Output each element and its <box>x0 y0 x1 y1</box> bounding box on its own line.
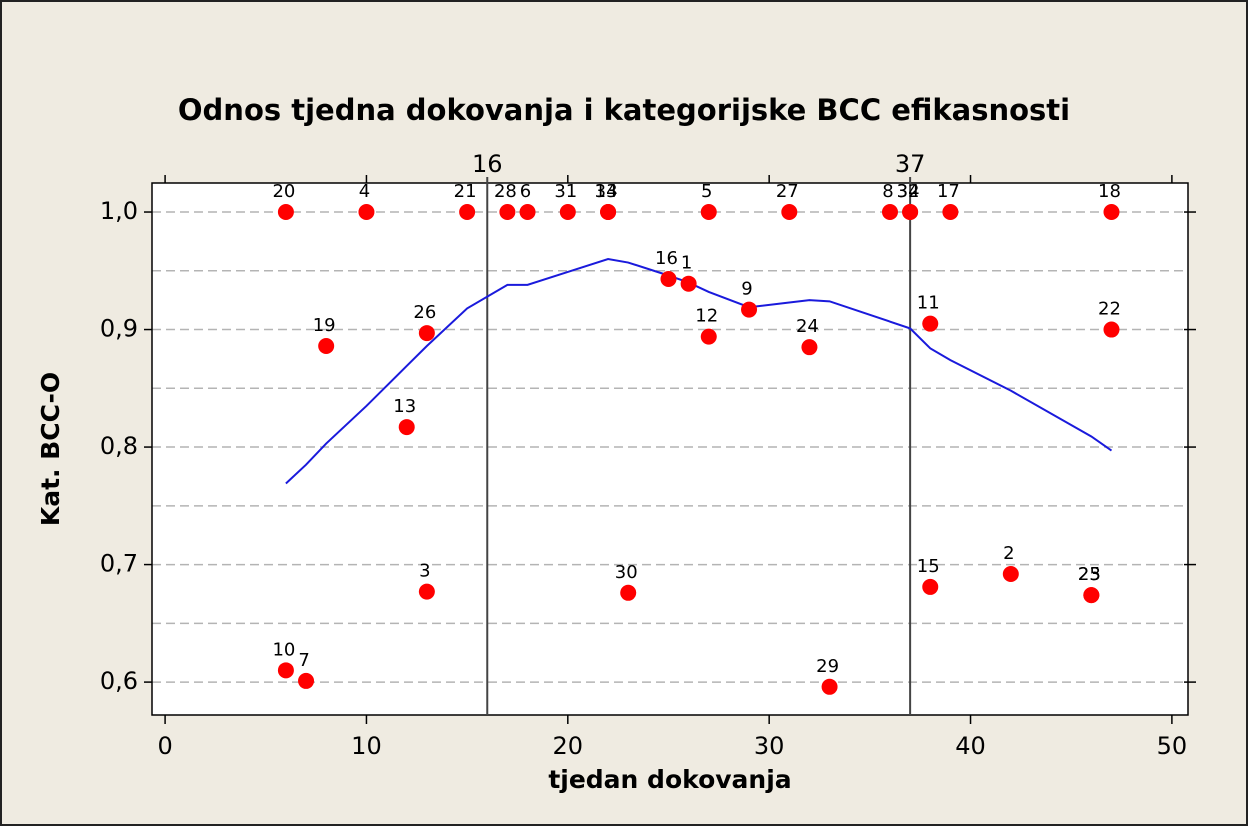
point <box>1103 321 1120 338</box>
point <box>821 678 838 695</box>
y-tick-label: 1,0 <box>100 197 138 225</box>
x-tick-label: 30 <box>754 732 785 760</box>
point <box>1103 204 1120 221</box>
point-label: 20 <box>272 181 295 202</box>
point <box>358 204 375 221</box>
point <box>277 204 294 221</box>
point <box>902 204 919 221</box>
x-tick-label: 0 <box>157 732 172 760</box>
point-label: 13 <box>393 396 416 417</box>
point-label: 6 <box>520 181 531 202</box>
point <box>660 271 677 288</box>
y-tick-label: 0,8 <box>100 432 138 460</box>
point-label: 3 <box>419 561 430 582</box>
point-label: 7 <box>298 650 309 671</box>
point-label: 26 <box>413 302 436 323</box>
point-label: 10 <box>272 639 295 660</box>
point <box>298 672 315 689</box>
reference-label: 16 <box>472 150 503 178</box>
plot-frame <box>151 182 1189 716</box>
point-label: 29 <box>816 656 839 677</box>
point <box>680 275 697 292</box>
point-label: 33 <box>595 181 618 202</box>
point <box>620 584 637 601</box>
point <box>922 578 939 595</box>
y-tick-label: 0,7 <box>100 550 138 578</box>
point-label: 5 <box>701 181 712 202</box>
point-label: 15 <box>917 556 940 577</box>
point <box>418 583 435 600</box>
point <box>881 204 898 221</box>
point <box>277 662 294 679</box>
point <box>1002 565 1019 582</box>
point <box>801 339 818 356</box>
point-label: 24 <box>796 316 819 337</box>
point-label: 19 <box>313 315 336 336</box>
point <box>318 337 335 354</box>
point <box>922 315 939 332</box>
point-label: 4 <box>359 181 370 202</box>
point <box>781 204 798 221</box>
point-label: 30 <box>615 562 638 583</box>
point-label: 8 <box>882 181 893 202</box>
point <box>398 419 415 436</box>
point <box>741 301 758 318</box>
point <box>519 204 536 221</box>
point-label: 23 <box>1078 564 1101 585</box>
point-label: 1 <box>681 253 692 274</box>
x-tick-label: 10 <box>351 732 382 760</box>
point-label: 16 <box>655 248 678 269</box>
point-label: 2 <box>1003 543 1014 564</box>
point-label: 14 <box>595 181 618 202</box>
point <box>700 204 717 221</box>
y-tick-label: 0,9 <box>100 315 138 343</box>
point <box>700 328 717 345</box>
point-label: 17 <box>937 181 960 202</box>
point <box>418 325 435 342</box>
point-label: 18 <box>1098 181 1121 202</box>
point-label: 32 <box>897 181 920 202</box>
reference-label: 37 <box>895 150 926 178</box>
x-axis-label: tjedan dokovanja <box>548 765 791 794</box>
point <box>600 204 617 221</box>
y-axis-label: Kat. BCC-O <box>36 372 65 526</box>
point-label: 25 <box>1078 564 1101 585</box>
point <box>499 204 516 221</box>
point-label: 12 <box>695 306 718 327</box>
y-tick-label: 0,6 <box>100 667 138 695</box>
x-tick-label: 20 <box>553 732 584 760</box>
point-label: 21 <box>454 181 477 202</box>
point <box>942 204 959 221</box>
point-label: 11 <box>917 293 940 314</box>
point-label: 27 <box>776 181 799 202</box>
point-label: 28 <box>494 181 517 202</box>
point-label: 31 <box>554 181 577 202</box>
point-label: 34 <box>897 181 920 202</box>
x-tick-label: 40 <box>955 732 986 760</box>
point <box>559 204 576 221</box>
point-label: 9 <box>741 279 752 300</box>
point <box>459 204 476 221</box>
point <box>1083 587 1100 604</box>
chart-title: Odnos tjedna dokovanja i kategorijske BC… <box>178 93 1070 127</box>
x-tick-label: 50 <box>1157 732 1188 760</box>
point-label: 22 <box>1098 299 1121 320</box>
